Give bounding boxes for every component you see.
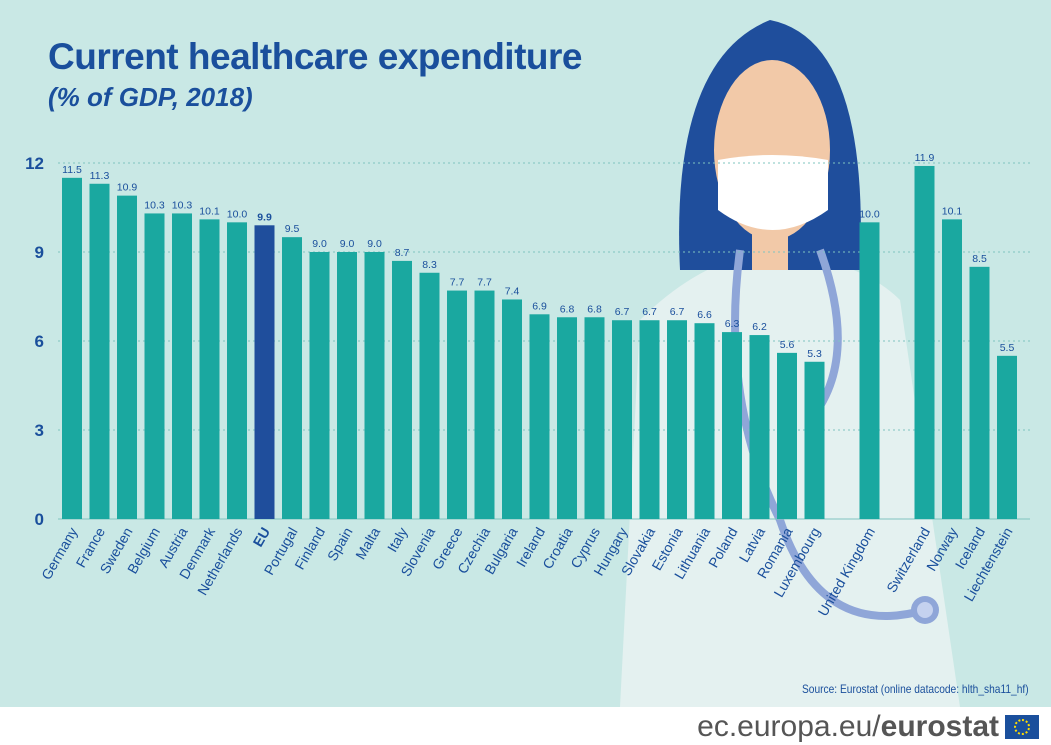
bar-switzerland <box>914 165 935 519</box>
data-label: 9.9 <box>257 211 272 223</box>
data-label: 10.1 <box>942 205 963 217</box>
source-note: Source: Eurostat (online datacode: hlth_… <box>802 682 1029 696</box>
data-label: 9.0 <box>340 238 355 250</box>
bar-malta <box>364 252 385 519</box>
y-tick-label: 6 <box>35 332 44 351</box>
bar-greece <box>447 290 467 519</box>
bar-sweden <box>117 195 137 519</box>
data-label: 11.3 <box>90 170 110 182</box>
bar-romania <box>777 352 797 519</box>
data-label: 10.9 <box>117 182 138 194</box>
bar-liechtenstein <box>997 355 1017 519</box>
data-label: 6.8 <box>587 303 602 315</box>
bar-eu <box>254 225 275 520</box>
bar-hungary <box>612 320 632 519</box>
data-label: 8.3 <box>422 259 437 271</box>
data-label: 5.5 <box>1000 342 1015 354</box>
bar-spain <box>337 252 357 519</box>
bar-norway <box>942 219 962 519</box>
x-tick-label: Germany <box>38 525 81 583</box>
bar-ireland <box>529 314 550 519</box>
footer-domain: ec.europa.eu/ <box>697 710 881 743</box>
bar-cyprus <box>584 317 605 519</box>
bar-estonia <box>667 320 687 519</box>
data-label: 8.7 <box>395 247 410 259</box>
chart-subtitle: (% of GDP, 2018) <box>48 82 253 112</box>
data-label: 8.5 <box>972 253 987 265</box>
data-label: 7.4 <box>505 285 520 297</box>
data-label: 9.5 <box>285 223 300 235</box>
data-label: 7.7 <box>477 277 492 289</box>
bar-slovenia <box>419 272 440 519</box>
data-label: 9.0 <box>312 238 327 250</box>
data-label: 7.7 <box>450 277 465 289</box>
footer-brand: eurostat <box>880 710 999 743</box>
data-label: 10.1 <box>199 205 220 217</box>
y-tick-label: 3 <box>35 421 44 440</box>
bar-portugal <box>282 237 302 519</box>
x-tick-label: Malta <box>352 524 383 562</box>
chart-panel: 0 3 6 9 12 11.5 Germany 11.3 France 10.9 Sweden 10… <box>0 0 1051 707</box>
chart-title: Current healthcare expenditure <box>48 36 582 77</box>
bar-belgium <box>144 213 165 519</box>
bar-austria <box>172 213 192 519</box>
bar-latvia <box>749 335 770 519</box>
bar-poland <box>722 332 742 519</box>
bar-croatia <box>557 317 577 519</box>
bar-germany <box>62 177 82 520</box>
data-label: 6.2 <box>752 321 767 333</box>
bar-united-kingdom <box>859 222 880 520</box>
data-label: 5.3 <box>807 348 822 360</box>
data-label: 6.8 <box>560 303 575 315</box>
bar-iceland <box>969 266 990 519</box>
bar-france <box>89 183 110 519</box>
x-tick-label: Italy <box>384 525 411 555</box>
data-label: 10.3 <box>144 199 165 211</box>
data-label: 6.6 <box>697 309 712 321</box>
eu-flag-icon <box>1005 715 1039 739</box>
bar-italy <box>392 260 412 519</box>
data-label: 6.3 <box>725 318 740 330</box>
data-label: 11.5 <box>62 164 82 176</box>
data-label: 11.9 <box>915 152 935 164</box>
data-label: 5.6 <box>780 339 795 351</box>
data-label: 10.0 <box>859 208 880 220</box>
bar-slovakia <box>639 320 660 519</box>
data-label: 10.3 <box>172 199 193 211</box>
bar-denmark <box>199 219 220 519</box>
bar-luxembourg <box>804 361 825 519</box>
data-label: 6.9 <box>532 300 547 312</box>
bar-netherlands <box>227 222 247 520</box>
y-tick-label: 12 <box>25 154 44 173</box>
x-tick-label: Spain <box>324 525 356 564</box>
data-label: 6.7 <box>615 306 630 318</box>
y-tick-label: 0 <box>35 510 44 529</box>
bar-czechia <box>474 290 495 519</box>
data-label: 9.0 <box>367 238 382 250</box>
footer-link[interactable]: ec.europa.eu/eurostat <box>697 710 1039 744</box>
y-tick-label: 9 <box>35 243 44 262</box>
data-label: 10.0 <box>227 208 248 220</box>
data-label: 6.7 <box>642 306 657 318</box>
bar-lithuania <box>694 323 715 519</box>
data-label: 6.7 <box>670 306 685 318</box>
bar-bulgaria <box>502 299 522 519</box>
x-tick-label: EU <box>250 525 274 550</box>
bar-finland <box>309 252 330 519</box>
